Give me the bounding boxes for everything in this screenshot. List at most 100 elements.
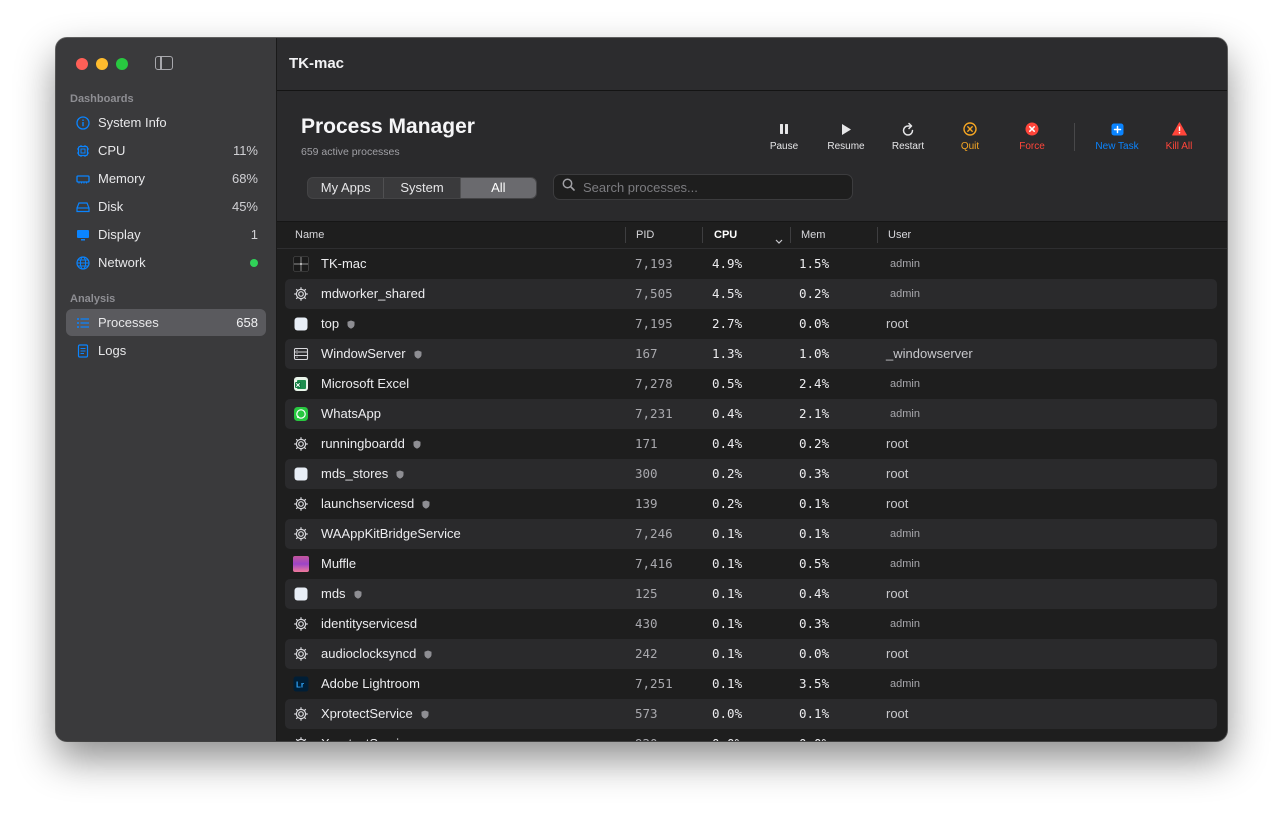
close-window-button[interactable]: [76, 58, 88, 70]
kill-all-label: Kill All: [1165, 141, 1193, 152]
table-row[interactable]: TK-mac 7,193 4.9% 1.5% admin: [285, 249, 1217, 279]
sidebar-item-memory[interactable]: Memory 68%: [66, 165, 266, 192]
process-name-text: WAAppKitBridgeService: [321, 526, 461, 541]
process-user: root: [886, 466, 909, 481]
table-row[interactable]: mdworker_shared 7,505 4.5% 0.2% admin: [285, 279, 1217, 309]
sidebar-item-disk[interactable]: Disk 45%: [66, 193, 266, 220]
pause-button[interactable]: Pause: [754, 121, 814, 152]
table-row[interactable]: WAAppKitBridgeService 7,246 0.1% 0.1% admin: [285, 519, 1217, 549]
table-row[interactable]: top 7,195 2.7% 0.0% root: [285, 309, 1217, 339]
process-user: admin: [890, 408, 920, 420]
process-user: admin: [890, 258, 920, 270]
search-input[interactable]: [581, 178, 835, 196]
process-mem: 1.5%: [799, 256, 830, 271]
kill-all-button[interactable]: Kill All: [1149, 121, 1209, 152]
process-cpu: 0.1%: [712, 556, 743, 571]
new-task-button[interactable]: New Task: [1087, 121, 1147, 152]
gear-icon: [293, 436, 309, 452]
sidebar-item-value: 11%: [232, 143, 258, 158]
process-pid: 7,251: [635, 676, 673, 691]
display-icon: [76, 228, 90, 242]
resume-button[interactable]: Resume: [816, 121, 876, 152]
table-row[interactable]: mds_stores 300 0.2% 0.3% root: [285, 459, 1217, 489]
process-name: XprotectService: [321, 699, 429, 729]
sidebar-item-cpu[interactable]: CPU 11%: [66, 137, 266, 164]
process-user: admin: [890, 618, 920, 630]
table-row[interactable]: Muffle 7,416 0.1% 0.5% admin: [285, 549, 1217, 579]
pause-label: Pause: [769, 141, 799, 152]
process-name: runningboardd: [321, 429, 421, 459]
table-row[interactable]: audioclocksyncd 242 0.1% 0.0% root: [285, 639, 1217, 669]
zoom-window-button[interactable]: [116, 58, 128, 70]
server-icon: [293, 346, 309, 362]
filter-system[interactable]: System: [384, 178, 461, 198]
process-mem: 0.2%: [799, 436, 830, 451]
info-icon: [76, 115, 90, 130]
table-header: Name PID CPU Mem User: [277, 222, 1227, 249]
column-divider: [702, 227, 703, 243]
sidebar-item-label: CPU: [98, 143, 126, 158]
table-row[interactable]: mds 125 0.1% 0.4% root: [285, 579, 1217, 609]
process-mem: 0.1%: [799, 496, 830, 511]
shield-icon: [422, 490, 430, 509]
process-header: Process Manager 659 active processes Pau…: [277, 91, 1227, 222]
process-mem: 0.0%: [799, 729, 829, 741]
table-row[interactable]: Microsoft Excel 7,278 0.5% 2.4% admin: [285, 369, 1217, 399]
column-header-user[interactable]: User: [888, 229, 912, 241]
process-name: WhatsApp: [321, 399, 381, 429]
whatsapp-icon: [293, 406, 309, 422]
process-name: audioclocksyncd: [321, 639, 432, 669]
process-count: 659 active processes: [301, 146, 400, 158]
quit-button[interactable]: Quit: [940, 121, 1000, 152]
process-name-text: Adobe Lightroom: [321, 676, 421, 691]
column-header-mem[interactable]: Mem: [801, 229, 826, 241]
table-row[interactable]: WhatsApp 7,231 0.4% 2.1% admin: [285, 399, 1217, 429]
table-row[interactable]: WindowServer 167 1.3% 1.0% _windowserver: [285, 339, 1217, 369]
list-icon: [76, 316, 90, 330]
sidebar-item-label: Network: [98, 255, 146, 270]
process-pid: 242: [635, 646, 658, 661]
column-header-pid[interactable]: PID: [636, 229, 655, 241]
table-row[interactable]: runningboardd 171 0.4% 0.2% root: [285, 429, 1217, 459]
minimize-window-button[interactable]: [96, 58, 108, 70]
process-mem: 0.0%: [799, 316, 830, 331]
column-header-name[interactable]: Name: [295, 229, 325, 241]
filter-all[interactable]: All: [460, 178, 536, 198]
table-row[interactable]: identityservicesd 430 0.1% 0.3% admin: [285, 609, 1217, 639]
force-quit-label: Force: [1019, 141, 1045, 152]
process-user: admin: [890, 378, 920, 390]
table-row[interactable]: launchservicesd 139 0.2% 0.1% root: [285, 489, 1217, 519]
process-mem: 0.1%: [799, 526, 830, 541]
sort-descending-icon: [775, 232, 783, 250]
restart-label: Restart: [891, 141, 925, 152]
gear-icon: [293, 736, 309, 741]
restart-button[interactable]: Restart: [878, 121, 938, 152]
process-name-text: mdworker_shared: [321, 286, 426, 301]
table-row[interactable]: Lr Adobe Lightroom 7,251 0.1% 3.5% admin: [285, 669, 1217, 699]
sidebar-toggle-icon[interactable]: [155, 56, 173, 70]
filter-my-apps[interactable]: My Apps: [308, 178, 385, 198]
sidebar-item-processes[interactable]: Processes 658: [66, 309, 266, 336]
force-quit-button[interactable]: Force: [1002, 121, 1062, 152]
gear-icon: [293, 646, 309, 662]
sidebar-item-display[interactable]: Display 1: [66, 221, 266, 248]
process-user: root: [886, 586, 909, 601]
process-name-text: mds: [321, 586, 346, 601]
play-icon: [816, 121, 876, 137]
table-row[interactable]: XprotectService 573 0.0% 0.1% root: [285, 699, 1217, 729]
process-user: admin: [890, 558, 920, 570]
muffle-icon: [293, 556, 309, 572]
sidebar-item-system-info[interactable]: System Info: [66, 109, 266, 136]
process-user: admin: [890, 528, 920, 540]
column-header-cpu[interactable]: CPU: [714, 229, 738, 241]
process-cpu: 0.1%: [712, 586, 743, 601]
restart-icon: [878, 121, 938, 137]
sidebar-item-logs[interactable]: Logs: [66, 337, 266, 364]
process-name-text: XprotectService: [321, 736, 413, 741]
process-user: root: [886, 646, 909, 661]
table-row[interactable]: XprotectService 920 0.0% 0.0%: [285, 729, 1217, 741]
plus-square-icon: [1087, 121, 1147, 137]
process-mem: 2.4%: [799, 376, 830, 391]
process-pid: 7,195: [635, 316, 673, 331]
sidebar-item-network[interactable]: Network: [66, 249, 266, 276]
